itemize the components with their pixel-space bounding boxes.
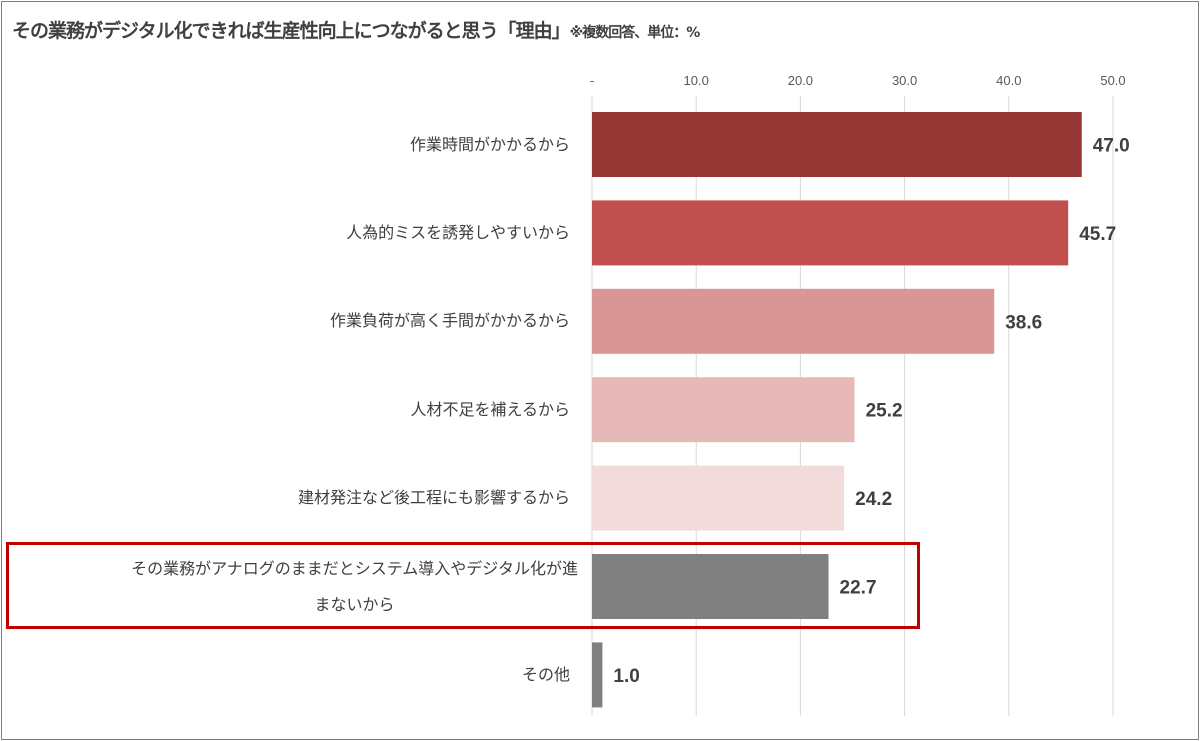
data-label: 38.6 bbox=[1005, 312, 1042, 333]
bar bbox=[592, 112, 1082, 177]
bar bbox=[592, 288, 995, 354]
data-label: 24.2 bbox=[855, 489, 892, 510]
category-label-line: 作業負荷が高く手間がかかるから bbox=[329, 311, 570, 331]
data-label: 22.7 bbox=[840, 578, 877, 599]
data-label: 45.7 bbox=[1079, 224, 1116, 245]
title-text: その業務がデジタル化できれば生産性向上につながると思う「理由」 bbox=[12, 20, 571, 42]
category-label: 作業時間がかかるから bbox=[410, 127, 570, 163]
tick-label: 10.0 bbox=[684, 73, 709, 88]
category-label-line: その業務がアナログのままだとシステム導入やデジタル化が進 bbox=[131, 558, 578, 578]
category-label: 作業負荷が高く手間がかかるから bbox=[330, 303, 570, 339]
bar bbox=[592, 200, 1069, 266]
category-label: 建材発注など後工程にも影響するから bbox=[298, 480, 570, 516]
bar bbox=[592, 554, 829, 619]
tick-label: - bbox=[590, 73, 594, 88]
bar bbox=[592, 465, 845, 531]
category-label-line: 建材発注など後工程にも影響するから bbox=[297, 488, 570, 508]
bar bbox=[592, 377, 855, 443]
title-note: ※複数回答、単位：% bbox=[569, 25, 701, 41]
chart-title: その業務がデジタル化できれば生産性向上につながると思う「理由」※複数回答、単位：… bbox=[12, 16, 701, 43]
category-label-line: 人材不足を補えるから bbox=[410, 399, 570, 419]
tick-label: 50.0 bbox=[1100, 73, 1125, 88]
data-label: 1.0 bbox=[613, 666, 639, 687]
tick-label: 30.0 bbox=[892, 73, 917, 88]
category-label: 人材不足を補えるから bbox=[410, 392, 570, 428]
tick-label: 20.0 bbox=[788, 73, 813, 88]
category-label: その他 bbox=[522, 657, 570, 693]
category-label-line: まないから bbox=[314, 594, 395, 614]
highlight-box bbox=[6, 542, 920, 629]
tick-label: 40.0 bbox=[996, 73, 1021, 88]
data-label: 25.2 bbox=[866, 401, 903, 422]
category-label-line: その他 bbox=[521, 664, 570, 684]
category-label: その業務がアナログのままだとシステム導入やデジタル化が進 まないから bbox=[131, 551, 578, 623]
category-label-line: 作業時間がかかるから bbox=[409, 134, 570, 154]
category-label-line: 人為的ミスを誘発しやすいから bbox=[346, 222, 570, 242]
bar bbox=[592, 642, 603, 708]
category-label: 人為的ミスを誘発しやすいから bbox=[346, 215, 570, 251]
data-label: 47.0 bbox=[1093, 136, 1130, 157]
